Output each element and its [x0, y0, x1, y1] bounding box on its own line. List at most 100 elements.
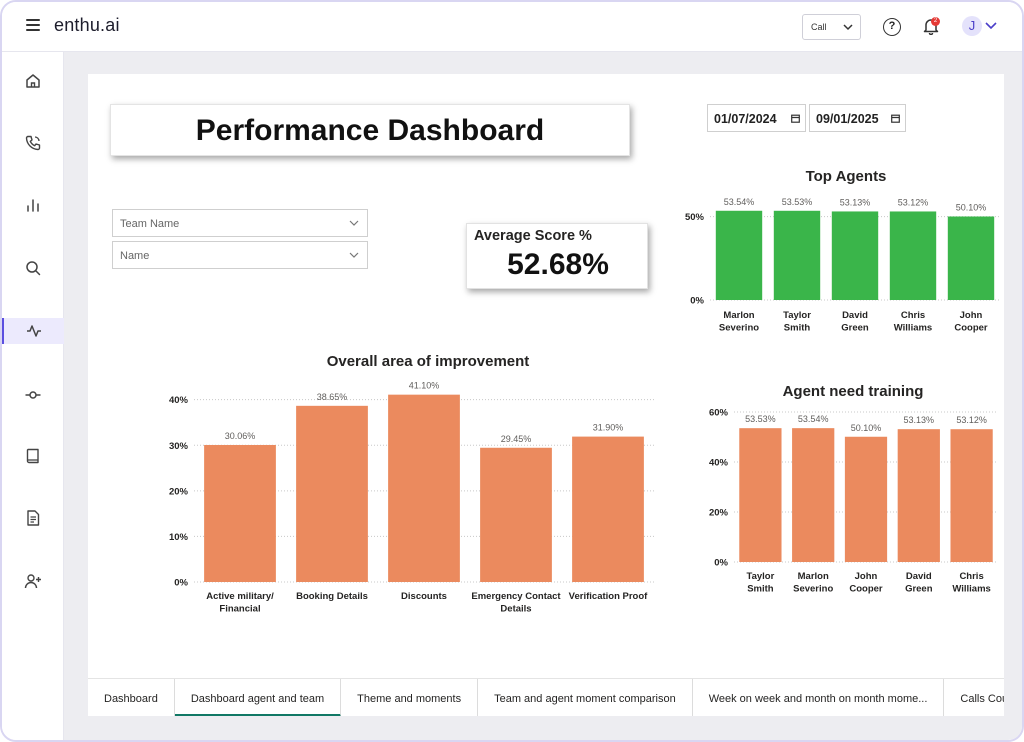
phone-icon: [25, 135, 41, 151]
bar[interactable]: [831, 211, 879, 300]
x-tick-label: Taylor: [783, 310, 811, 321]
x-tick-label: Cooper: [849, 584, 883, 595]
improvement-chart: 0% 10% 20% 30% 40% 30.06% Active military/Fina…: [169, 381, 654, 615]
x-tick-label: Active military/: [206, 591, 274, 602]
chevron-down-icon[interactable]: [985, 21, 997, 31]
calendar-icon[interactable]: [791, 114, 800, 123]
date-to-input[interactable]: 09/01/2025: [809, 104, 906, 132]
home-icon: [26, 74, 40, 88]
x-tick-label: Williams: [952, 584, 990, 595]
bar[interactable]: [388, 394, 460, 582]
y-tick-label: 0%: [690, 296, 704, 307]
bar[interactable]: [844, 436, 888, 562]
data-label: 53.54%: [724, 197, 755, 207]
sidebar-item-performance[interactable]: [2, 318, 64, 344]
y-tick-label: 50%: [685, 212, 705, 223]
sidebar-item-users[interactable]: [2, 568, 64, 594]
tab-dashboard-agent-team[interactable]: Dashboard agent and team: [174, 679, 342, 716]
x-tick-label: Chris: [959, 571, 983, 582]
date-from-input[interactable]: 01/07/2024: [707, 104, 806, 132]
agent-name-placeholder: Name: [120, 250, 150, 262]
average-score-label: Average Score %: [474, 228, 592, 244]
add-user-icon: [24, 574, 41, 589]
bar[interactable]: [715, 210, 763, 300]
sidebar-item-search[interactable]: [2, 255, 64, 281]
document-icon: [27, 510, 40, 526]
commit-icon: [25, 391, 41, 399]
x-tick-label: Details: [500, 604, 531, 615]
team-name-filter[interactable]: Team Name: [112, 209, 368, 237]
sidebar-item-library[interactable]: [2, 443, 64, 469]
bar[interactable]: [296, 405, 368, 582]
page-title: Performance Dashboard: [195, 114, 545, 147]
bar[interactable]: [739, 428, 782, 562]
x-tick-label: Marlon: [798, 571, 829, 582]
tab-theme-moments[interactable]: Theme and moments: [341, 679, 479, 716]
search-icon: [26, 261, 41, 276]
sidebar-item-documents[interactable]: [2, 505, 64, 531]
data-label: 38.65%: [317, 392, 348, 402]
data-label: 53.53%: [782, 197, 813, 207]
bar-chart-icon: [27, 199, 39, 212]
y-tick-label: 0%: [174, 578, 188, 589]
improvement-title: Overall area of improvement: [326, 353, 530, 370]
x-tick-label: Discounts: [401, 591, 447, 602]
sidebar-item-moments[interactable]: [2, 382, 64, 408]
tab-week-month-moments[interactable]: Week on week and month on month mome...: [693, 679, 945, 716]
top-agents-chart: 0% 50% 53.54% Marlon Severino 53.53% Taylor Smi…: [685, 197, 1000, 334]
tab-calls-count[interactable]: Calls Count in ti: [944, 679, 1004, 716]
bar[interactable]: [204, 444, 276, 582]
avatar[interactable]: J: [962, 16, 982, 36]
book-icon: [26, 448, 39, 464]
bar[interactable]: [773, 210, 821, 300]
bar[interactable]: [572, 436, 644, 582]
brand-logo: enthu.ai: [54, 15, 120, 35]
x-tick-label: Green: [841, 323, 869, 334]
x-tick-label: Marlon: [723, 310, 754, 321]
x-tick-label: Severino: [719, 323, 759, 334]
bar[interactable]: [897, 429, 940, 562]
average-score-value: 52.68%: [507, 248, 609, 281]
data-label: 30.06%: [225, 431, 256, 441]
x-tick-label: Williams: [894, 323, 932, 334]
x-tick-label: Smith: [747, 584, 774, 595]
x-tick-label: David: [842, 310, 868, 321]
bar[interactable]: [792, 428, 835, 562]
call-type-value: Call: [811, 22, 827, 32]
calendar-icon[interactable]: [891, 114, 900, 123]
x-tick-label: Smith: [784, 323, 811, 334]
tab-team-agent-comparison[interactable]: Team and agent moment comparison: [478, 679, 693, 716]
data-label: 53.13%: [904, 415, 935, 425]
bar[interactable]: [947, 216, 995, 301]
tab-dashboard[interactable]: Dashboard: [88, 679, 175, 716]
sidebar-item-calls[interactable]: [2, 130, 64, 156]
call-type-select[interactable]: Call: [802, 14, 861, 40]
top-bar: enthu.ai Call ? 2 J: [2, 2, 1022, 52]
sidebar-item-home[interactable]: [2, 68, 64, 94]
sidebar-item-reports[interactable]: [2, 192, 64, 218]
x-tick-label: Severino: [793, 584, 833, 595]
sidebar: [2, 52, 64, 740]
data-label: 50.10%: [851, 423, 882, 433]
bar[interactable]: [950, 429, 993, 562]
y-tick-label: 20%: [169, 486, 189, 497]
data-label: 31.90%: [593, 423, 624, 433]
menu-icon[interactable]: [26, 19, 40, 31]
x-tick-label: John: [960, 310, 983, 321]
x-tick-label: Booking Details: [296, 591, 368, 602]
bar[interactable]: [480, 447, 552, 582]
x-tick-label: John: [855, 571, 878, 582]
agent-name-filter[interactable]: Name: [112, 241, 368, 269]
x-tick-label: Cooper: [954, 323, 988, 334]
chevron-down-icon: [349, 220, 359, 226]
dashboard-title-card: Performance Dashboard: [110, 104, 630, 156]
bar[interactable]: [889, 211, 937, 300]
help-icon[interactable]: ?: [883, 18, 901, 36]
x-tick-label: Green: [905, 584, 933, 595]
data-label: 53.12%: [956, 415, 987, 425]
report-tabs: Dashboard Dashboard agent and team Theme…: [88, 678, 1004, 716]
report-canvas: Performance Dashboard 01/07/2024 09/01/2…: [88, 74, 1004, 694]
y-tick-label: 30%: [169, 441, 189, 452]
x-tick-label: Chris: [901, 310, 925, 321]
